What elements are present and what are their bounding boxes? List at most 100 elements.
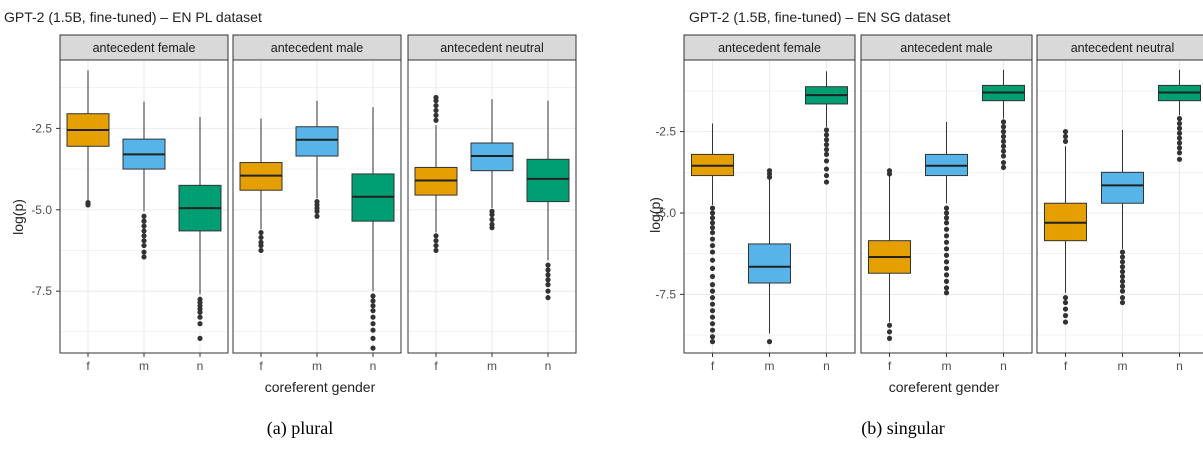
outlier-point bbox=[943, 278, 950, 284]
outlier-point bbox=[709, 236, 716, 242]
outlier-point bbox=[709, 321, 716, 327]
outlier-point bbox=[823, 158, 830, 164]
outlier-point bbox=[1000, 129, 1007, 135]
outlier-point bbox=[1176, 156, 1183, 162]
outlier-point bbox=[258, 229, 264, 236]
chart-singular: GPT-2 (1.5B, fine-tuned) – EN SG dataset… bbox=[647, 9, 1203, 395]
facet-panel: antecedent female f m n bbox=[683, 34, 856, 373]
outlier-point bbox=[1119, 278, 1126, 284]
x-tick-label: m bbox=[1118, 359, 1128, 373]
outlier-point bbox=[1176, 130, 1183, 136]
outlier-point bbox=[141, 223, 147, 229]
outlier-point bbox=[709, 225, 716, 231]
outlier-point bbox=[943, 239, 950, 245]
outlier-point bbox=[943, 210, 950, 216]
x-tick-label: n bbox=[370, 359, 377, 373]
outlier-point bbox=[886, 171, 893, 177]
outlier-point bbox=[433, 247, 439, 254]
outlier-point bbox=[197, 314, 203, 320]
outlier-point bbox=[709, 282, 716, 288]
outlier-point bbox=[1119, 249, 1126, 255]
facet-strip bbox=[1036, 34, 1203, 61]
outlier-point bbox=[709, 334, 716, 340]
outlier-point bbox=[1176, 120, 1183, 127]
x-tick-label: m bbox=[139, 359, 149, 373]
box-iqr bbox=[526, 158, 570, 203]
outlier-point bbox=[823, 127, 830, 133]
outlier-point bbox=[314, 213, 320, 219]
y-tick-label: -2.5 bbox=[655, 125, 676, 139]
outlier-point bbox=[141, 249, 147, 255]
x-tick-label: m bbox=[487, 359, 497, 373]
y-tick-label: -2.5 bbox=[31, 121, 52, 135]
outlier-point bbox=[1062, 133, 1069, 140]
outlier-point bbox=[545, 277, 551, 283]
outlier-point bbox=[1000, 164, 1007, 171]
outlier-point bbox=[709, 301, 716, 307]
x-axis-label: coreferent gender bbox=[889, 379, 1000, 395]
facet-strip bbox=[407, 34, 577, 61]
outlier-point bbox=[1119, 288, 1126, 294]
facet-label: antecedent male bbox=[271, 41, 363, 55]
box-n bbox=[351, 107, 395, 351]
outlier-point bbox=[943, 265, 950, 271]
outlier-point bbox=[1000, 124, 1007, 130]
outlier-point bbox=[258, 247, 264, 254]
caption-singular: (b) singular bbox=[861, 418, 945, 438]
outlier-point bbox=[433, 238, 439, 244]
y-tick-label: -5.0 bbox=[655, 206, 676, 220]
outlier-point bbox=[943, 259, 950, 265]
outlier-point bbox=[1119, 299, 1126, 306]
box-n bbox=[178, 116, 222, 341]
outlier-point bbox=[433, 107, 439, 114]
outlier-point bbox=[943, 252, 950, 258]
outlier-point bbox=[709, 339, 716, 345]
outlier-point bbox=[433, 102, 439, 109]
x-tick-label: n bbox=[823, 359, 830, 373]
x-tick-label: f bbox=[434, 359, 438, 373]
outlier-point bbox=[433, 117, 439, 123]
box-iqr bbox=[1101, 171, 1144, 204]
x-tick-label: n bbox=[197, 359, 204, 373]
outlier-point bbox=[370, 308, 376, 314]
outlier-point bbox=[943, 215, 950, 221]
outlier-point bbox=[1000, 143, 1007, 149]
outlier-point bbox=[1176, 135, 1183, 141]
outlier-point bbox=[709, 220, 716, 226]
outlier-point bbox=[545, 267, 551, 273]
facet-label: antecedent neutral bbox=[1071, 41, 1175, 55]
box-m bbox=[122, 101, 166, 260]
outlier-point bbox=[1176, 140, 1183, 146]
facet-label: antecedent male bbox=[900, 41, 992, 55]
outlier-point bbox=[943, 226, 950, 232]
outlier-point bbox=[258, 242, 264, 249]
outlier-point bbox=[886, 329, 893, 335]
x-tick-label: f bbox=[86, 359, 90, 373]
outlier-point bbox=[433, 112, 439, 118]
outlier-point bbox=[370, 327, 376, 333]
outlier-point bbox=[823, 179, 830, 185]
x-tick-label: f bbox=[1064, 359, 1068, 373]
outlier-point bbox=[1119, 269, 1126, 275]
box-f bbox=[66, 70, 110, 208]
facet-strip bbox=[59, 34, 229, 61]
outlier-point bbox=[545, 295, 551, 301]
outlier-point bbox=[823, 137, 830, 143]
outlier-point bbox=[433, 98, 439, 104]
box-n bbox=[805, 71, 848, 185]
outlier-point bbox=[370, 335, 376, 341]
outlier-point bbox=[943, 233, 950, 239]
box-f bbox=[1044, 129, 1087, 325]
outlier-point bbox=[489, 225, 495, 231]
box-f bbox=[239, 118, 283, 254]
outlier-point bbox=[141, 228, 147, 234]
box-m bbox=[1101, 129, 1144, 306]
box-iqr bbox=[748, 243, 791, 284]
facet-panel: antecedent female f m n bbox=[59, 34, 229, 373]
outlier-point bbox=[141, 242, 147, 249]
outlier-point bbox=[141, 233, 147, 239]
box-m bbox=[295, 100, 339, 219]
outlier-point bbox=[709, 215, 716, 221]
outlier-point bbox=[370, 298, 376, 304]
outlier-point bbox=[943, 272, 950, 278]
